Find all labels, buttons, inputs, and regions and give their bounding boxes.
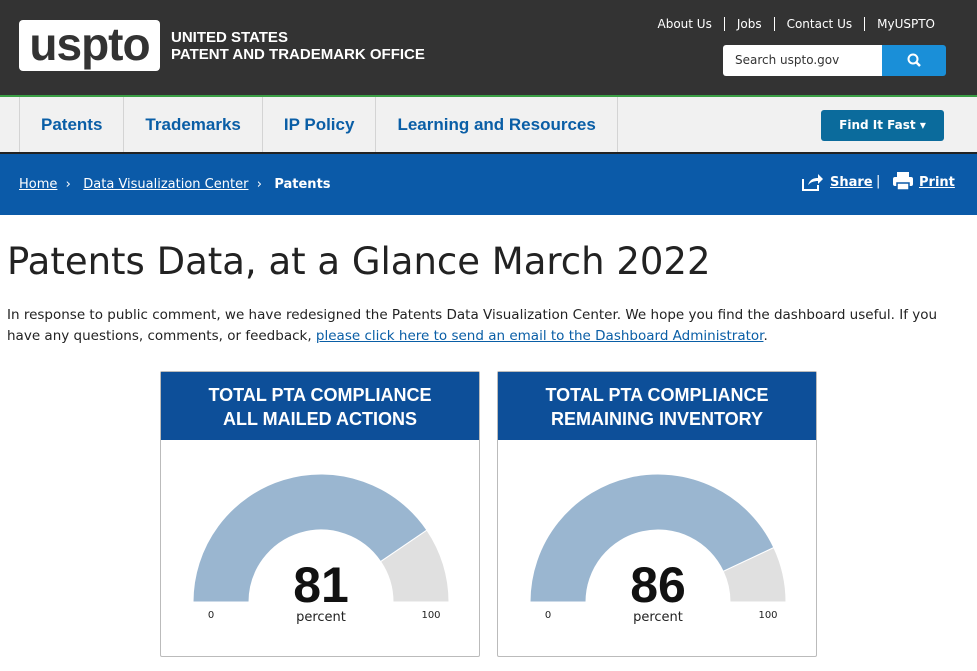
gauge-title: TOTAL PTA COMPLIANCE xyxy=(545,385,769,405)
share-icon xyxy=(802,174,823,191)
breadcrumb: Home › Data Visualization Center › Paten… xyxy=(19,177,331,192)
nav-item[interactable]: Patents xyxy=(20,97,125,152)
print-link[interactable]: Print xyxy=(919,175,955,190)
search-button[interactable] xyxy=(882,45,946,76)
button-label: Find It Fast xyxy=(839,118,916,132)
nav-item[interactable]: IP Policy xyxy=(263,97,377,152)
search-input[interactable]: Search uspto.gov xyxy=(723,45,882,76)
gauge-max: 100 xyxy=(421,610,440,621)
breadcrumb-link[interactable]: Home xyxy=(19,177,58,192)
utility-link[interactable]: About Us xyxy=(657,17,712,31)
page-title: Patents Data, at a Glance March 2022 xyxy=(7,240,711,283)
find-it-fast-button[interactable]: Find It Fast ▾ xyxy=(821,110,944,141)
gauge-value-arc xyxy=(529,473,775,603)
nav-item[interactable]: Learning and Resources xyxy=(376,97,618,152)
search-icon xyxy=(907,53,921,67)
gauge-header: TOTAL PTA COMPLIANCE ALL MAILED ACTIONS xyxy=(161,372,479,440)
separator: | xyxy=(876,174,881,189)
gauge-min: 0 xyxy=(208,610,214,621)
main-nav: Patents Trademarks IP Policy Learning an… xyxy=(0,97,977,154)
gauge-header: TOTAL PTA COMPLIANCE REMAINING INVENTORY xyxy=(498,372,816,440)
nav-items: Patents Trademarks IP Policy Learning an… xyxy=(19,97,618,152)
utility-link[interactable]: Contact Us xyxy=(773,17,865,31)
print-icon xyxy=(893,172,913,191)
gauge-unit: percent xyxy=(633,610,683,625)
gauge-remainder xyxy=(379,529,450,603)
gauge-title: REMAINING INVENTORY xyxy=(550,409,764,429)
intro: In response to public comment, we have r… xyxy=(7,307,938,344)
breadcrumb-link[interactable]: Data Visualization Center xyxy=(83,177,249,192)
gauge-remainder xyxy=(722,546,787,603)
utility-link[interactable]: Jobs xyxy=(723,17,774,31)
gauge-value: 81 xyxy=(293,557,349,613)
intro-end: . xyxy=(763,328,768,344)
gauge-value: 86 xyxy=(630,557,686,613)
gauge-unit: percent xyxy=(296,610,346,625)
breadcrumb-current: Patents xyxy=(274,177,331,192)
gauge-title: ALL MAILED ACTIONS xyxy=(223,409,417,429)
gauge-title: TOTAL PTA COMPLIANCE xyxy=(208,385,432,405)
logo[interactable]: uspto xyxy=(19,20,160,71)
breadcrumb-bar: Home › Data Visualization Center › Paten… xyxy=(0,154,977,215)
agency-name: PATENT AND TRADEMARK OFFICE xyxy=(171,46,425,63)
gauge-min: 0 xyxy=(545,610,551,621)
agency-name: UNITED STATES xyxy=(171,29,288,46)
gauge-card: TOTAL PTA COMPLIANCE ALL MAILED ACTIONS 81… xyxy=(160,371,480,657)
intro-text: In response to public comment, we have r… xyxy=(7,305,967,347)
nav-item[interactable]: Trademarks xyxy=(124,97,263,152)
gauge-max: 100 xyxy=(758,610,777,621)
utility-link[interactable]: MyUSPTO xyxy=(864,17,935,31)
email-link[interactable]: please click here to send an email to th… xyxy=(315,328,764,344)
gauge-card: TOTAL PTA COMPLIANCE REMAINING INVENTORY 8… xyxy=(497,371,817,657)
gauge-value-arc xyxy=(192,473,428,603)
utility-links: About Us Jobs Contact Us MyUSPTO xyxy=(646,17,935,31)
share-link[interactable]: Share xyxy=(830,175,873,190)
